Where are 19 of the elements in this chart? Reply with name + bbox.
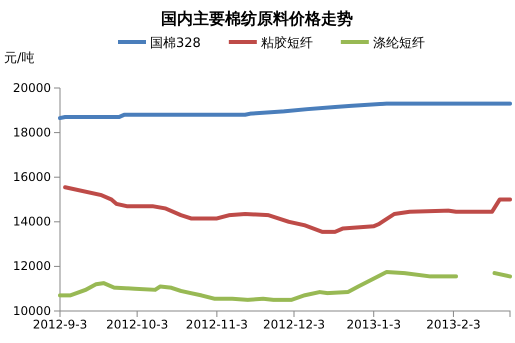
x-tick-label: 2012-12-3 [262, 318, 326, 332]
legend-label: 国棉328 [150, 36, 201, 51]
line-series [63, 185, 512, 234]
x-tick-label: 2012-9-3 [32, 318, 88, 332]
y-tick-label: 20000 [12, 80, 51, 95]
y-tick-label: 16000 [12, 170, 51, 184]
y-tick-label: 18000 [12, 125, 51, 140]
x-tick-label: 2013-2-3 [426, 318, 481, 332]
line-series [58, 102, 512, 120]
legend-label: 粘胶短纤 [260, 36, 313, 51]
y-axis-title: 元/吨 [4, 51, 34, 66]
y-tick-label: 12000 [12, 259, 51, 274]
legend-label: 涤纶短纤 [372, 36, 425, 51]
x-tick-label: 2013-1-3 [346, 318, 401, 332]
chart-title: 国内主要棉纺原料价格走势 [161, 9, 353, 28]
y-tick-label: 10000 [12, 304, 51, 318]
x-tick-label: 2012-10-3 [106, 318, 168, 332]
y-tick-label: 14000 [12, 214, 51, 229]
x-tick-label: 2012-11-3 [186, 318, 248, 332]
